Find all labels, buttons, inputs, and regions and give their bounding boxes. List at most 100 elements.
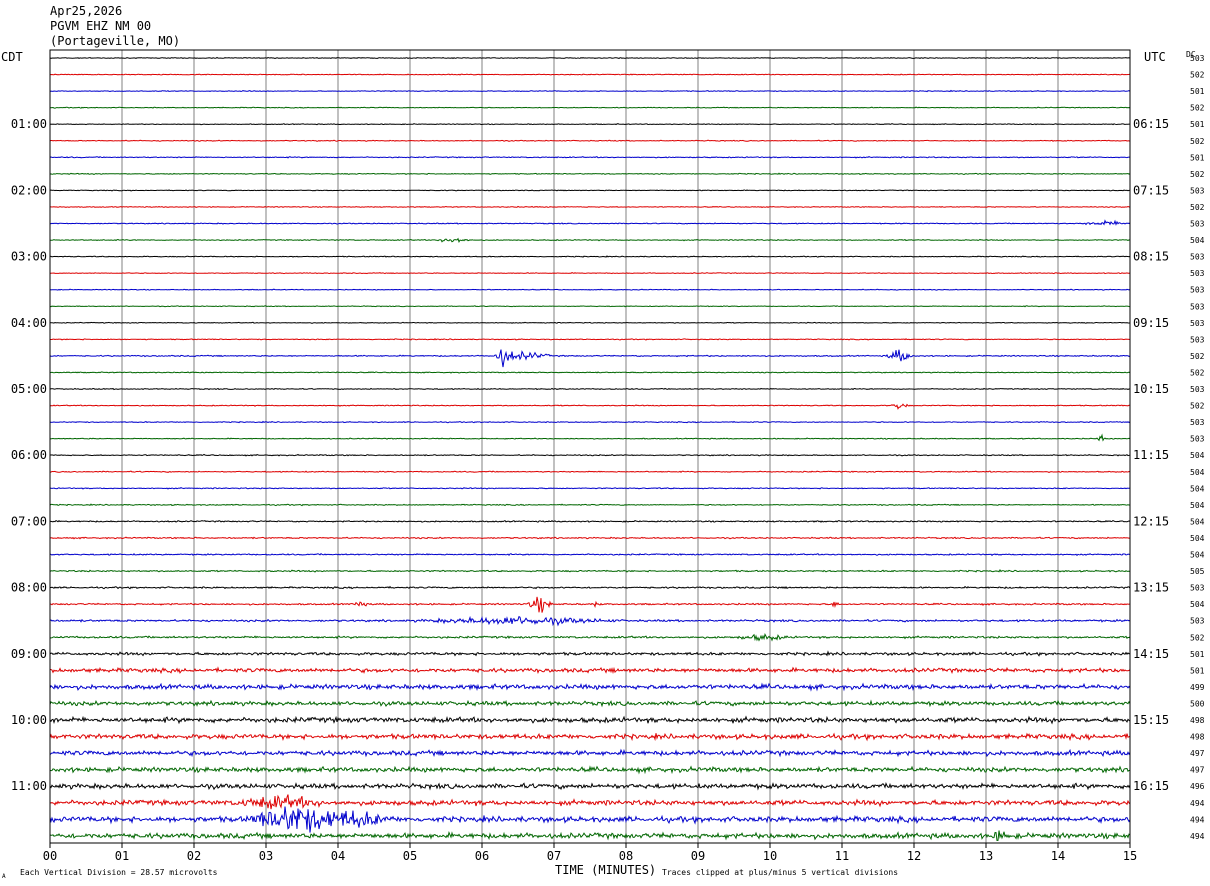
dc-offset-label: 504 <box>1190 451 1205 460</box>
axis-labels: 00 01 02 03 04 05 06 07 08 09 10 11 12 13 14 15 01:00 02:… <box>11 54 1205 863</box>
x-tick-label: 06 <box>475 849 489 863</box>
seismic-trace <box>49 765 1131 775</box>
vertical-division-note: Each Vertical Division = 28.57 microvolt… <box>20 868 218 877</box>
x-tick-label: 07 <box>547 849 561 863</box>
seismic-trace <box>49 189 1131 192</box>
dc-offset-label: 504 <box>1190 236 1205 245</box>
x-tick-label: 01 <box>115 849 129 863</box>
traces <box>49 56 1131 842</box>
x-tick-label: 02 <box>187 849 201 863</box>
seismic-trace <box>49 519 1131 523</box>
dc-offset-label: 502 <box>1190 402 1205 411</box>
utc-time-label: 09:15 <box>1133 316 1169 330</box>
seismic-trace <box>49 487 1131 490</box>
clipping-note: Traces clipped at plus/minus 5 vertical … <box>662 868 898 877</box>
utc-time-label: 10:15 <box>1133 382 1169 396</box>
seismic-trace <box>49 272 1131 275</box>
dc-offset-label: 503 <box>1190 584 1205 593</box>
dc-offset-label: 504 <box>1190 534 1205 543</box>
dc-offset-label: 503 <box>1190 385 1205 394</box>
seismic-trace <box>49 371 1131 374</box>
cdt-time-label: 11:00 <box>11 779 47 793</box>
dc-offset-label: 504 <box>1190 551 1205 560</box>
dc-offset-label: 501 <box>1190 87 1205 96</box>
cdt-axis-title: CDT <box>1 50 23 64</box>
seismic-trace <box>50 453 1131 457</box>
dc-offset-label: 502 <box>1190 368 1205 377</box>
dc-offset-label: 503 <box>1190 435 1205 444</box>
date-label: Apr25,2026 <box>50 4 123 18</box>
x-tick-label: 12 <box>907 849 921 863</box>
seismic-trace <box>49 433 1131 442</box>
seismic-trace <box>50 321 1130 324</box>
dc-offset-label: 502 <box>1190 104 1205 113</box>
dc-offset-label: 504 <box>1190 501 1205 510</box>
dc-offset-label: 498 <box>1190 733 1205 742</box>
station-label: PGVM EHZ NM 00 <box>50 19 152 33</box>
dc-offset-label: 504 <box>1190 600 1205 609</box>
seismic-trace <box>49 596 1130 613</box>
seismic-trace <box>49 748 1131 758</box>
cdt-time-label: 07:00 <box>11 514 47 528</box>
dc-offset-label: 503 <box>1190 302 1205 311</box>
dc-offset-label: 499 <box>1190 683 1205 692</box>
x-tick-label: 00 <box>43 849 57 863</box>
seismic-trace <box>49 156 1130 159</box>
dc-offset-label: 494 <box>1190 799 1205 808</box>
seismic-trace <box>49 219 1131 226</box>
cdt-time-label: 10:00 <box>11 713 47 727</box>
cdt-time-label: 01:00 <box>11 117 47 131</box>
seismic-trace <box>49 237 1131 244</box>
location-label: (Portageville, MO) <box>50 34 181 48</box>
dc-offset-label: 502 <box>1190 352 1205 361</box>
dc-offset-label: 503 <box>1190 54 1205 63</box>
seismic-trace <box>49 470 1131 473</box>
dc-offset-label: 504 <box>1190 484 1205 493</box>
dc-offset-label: 496 <box>1190 782 1205 791</box>
seismic-trace <box>49 123 1130 126</box>
seismic-trace <box>49 420 1131 424</box>
seismic-trace <box>49 806 1131 833</box>
x-tick-label: 15 <box>1123 849 1137 863</box>
corner-mark: A <box>2 873 6 880</box>
x-tick-label: 05 <box>403 849 417 863</box>
seismic-trace <box>49 585 1131 590</box>
dc-offset-label: 498 <box>1190 716 1205 725</box>
seismic-trace <box>49 682 1131 692</box>
seismic-trace <box>49 139 1131 142</box>
utc-time-label: 15:15 <box>1133 713 1169 727</box>
utc-time-label: 13:15 <box>1133 581 1169 595</box>
dc-offset-label: 503 <box>1190 220 1205 229</box>
cdt-time-label: 08:00 <box>11 581 47 595</box>
seismic-trace <box>49 699 1131 708</box>
seismic-trace <box>50 73 1131 76</box>
seismic-trace <box>49 732 1131 742</box>
x-axis-label: TIME (MINUTES) <box>555 863 656 877</box>
cdt-time-label: 03:00 <box>11 250 47 264</box>
seismic-trace <box>49 403 1130 410</box>
seismic-trace <box>49 830 1131 842</box>
dc-offset-label: 501 <box>1190 153 1205 162</box>
seismic-trace <box>49 305 1131 308</box>
seismic-trace <box>49 288 1131 291</box>
dc-axis-title: DC <box>1186 50 1196 59</box>
seismic-trace <box>50 205 1131 209</box>
utc-time-label: 16:15 <box>1133 779 1169 793</box>
dc-offset-label: 503 <box>1190 319 1205 328</box>
seismic-trace <box>49 89 1131 93</box>
seismic-trace <box>49 553 1131 557</box>
dc-offset-label: 497 <box>1190 749 1205 758</box>
utc-time-label: 12:15 <box>1133 514 1169 528</box>
dc-offset-label: 503 <box>1190 253 1205 262</box>
dc-offset-label: 502 <box>1190 71 1205 80</box>
seismic-trace <box>49 349 1131 368</box>
dc-offset-label: 503 <box>1190 335 1205 344</box>
dc-offset-label: 502 <box>1190 203 1205 212</box>
x-tick-label: 08 <box>619 849 633 863</box>
dc-offset-label: 501 <box>1190 120 1205 129</box>
utc-time-label: 07:15 <box>1133 183 1169 197</box>
cdt-time-label: 05:00 <box>11 382 47 396</box>
seismic-trace <box>49 666 1131 675</box>
utc-time-label: 06:15 <box>1133 117 1169 131</box>
